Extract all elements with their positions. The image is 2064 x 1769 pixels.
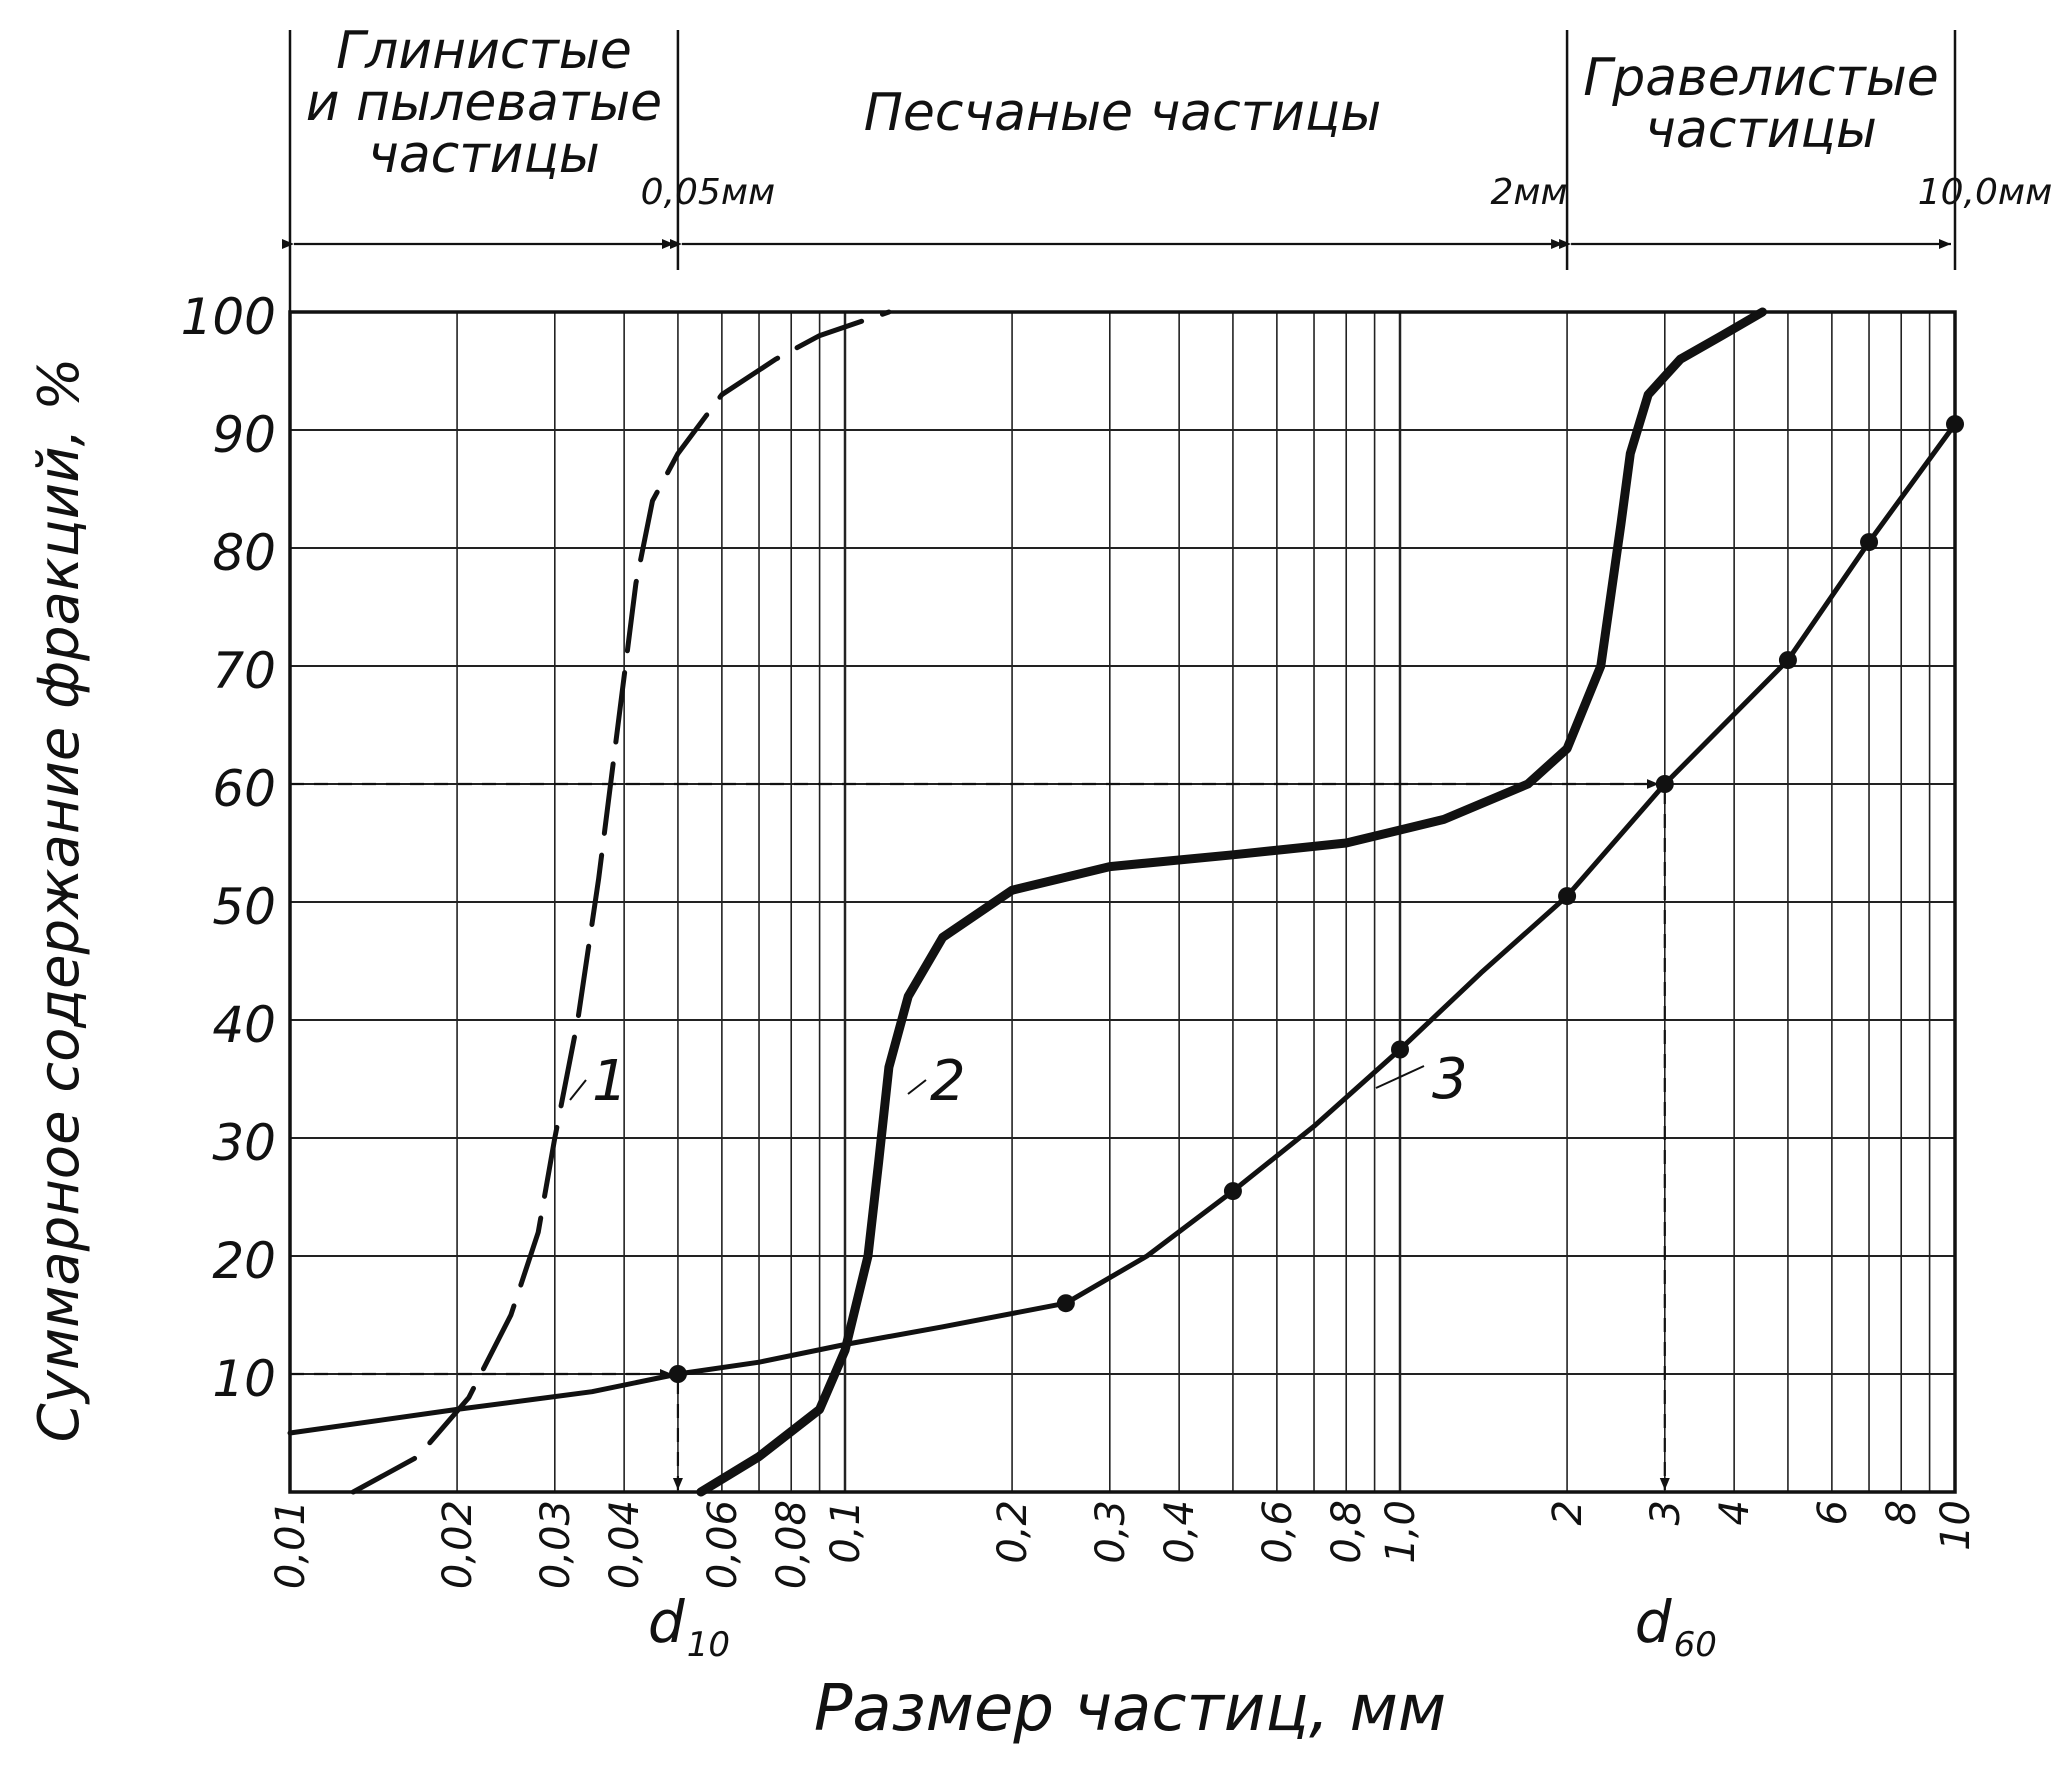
zone-label-line: частицы xyxy=(1645,100,1877,160)
x-tick-label: 8 xyxy=(1879,1500,1925,1525)
data-point xyxy=(668,1365,687,1383)
x-tick-label: 6 xyxy=(1810,1500,1856,1525)
zone-label-line: и пылеватые xyxy=(306,73,662,133)
y-tick-label: 70 xyxy=(212,642,276,700)
y-tick-label: 40 xyxy=(212,996,276,1054)
series-label-2: 2 xyxy=(930,1049,966,1114)
chart-axes: 10 20 30 40 50 60 70 80 90 100 0,01 0,02 0,03 0,04 0,0… xyxy=(181,288,1979,1589)
zone-label-line: Гравелистые xyxy=(1583,48,1938,108)
series-curve-3 xyxy=(287,421,1958,1436)
chart-series: d10 d60 1 2 3 xyxy=(287,307,1964,1665)
y-tick-label: 30 xyxy=(212,1114,276,1172)
x-tick-label: 0,08 xyxy=(769,1500,815,1589)
chart-grid xyxy=(288,310,1957,1494)
x-tick-label: 0,04 xyxy=(602,1500,648,1589)
x-tick-label: 2 xyxy=(1545,1500,1591,1525)
y-tick-label: 90 xyxy=(212,406,276,464)
reference-label-sub: 60 xyxy=(1674,1625,1717,1665)
reference-label: d10 xyxy=(648,1588,730,1665)
x-tick-label: 0,02 xyxy=(435,1500,481,1589)
series-curve-2 xyxy=(696,307,1767,1497)
zone-bound-label: 0,05мм xyxy=(641,172,775,213)
y-axis-label: Суммарное содержание фракций, % xyxy=(27,358,92,1443)
zone-bound-label: 2мм xyxy=(1490,172,1567,213)
zone-label-line: Глинистые xyxy=(336,21,632,81)
x-tick-label: 0,06 xyxy=(700,1500,746,1589)
x-tick-label: 0,4 xyxy=(1157,1500,1203,1564)
zone-label-line: частицы xyxy=(368,125,600,185)
x-axis-label: Размер частиц, мм xyxy=(814,1672,1446,1746)
series-leader-1 xyxy=(569,1079,587,1101)
reference-line-10: d10 xyxy=(290,1369,730,1665)
data-point xyxy=(1655,775,1674,793)
series-label-3: 3 xyxy=(1432,1047,1468,1112)
zone-label: Глинистые и пылеватые частицы xyxy=(306,21,662,185)
reference-label: d60 xyxy=(1635,1588,1717,1665)
data-point xyxy=(1223,1182,1242,1201)
x-tick-label: 4 xyxy=(1712,1500,1758,1525)
y-tick-label: 10 xyxy=(212,1350,276,1408)
reference-label-sub: 10 xyxy=(687,1625,730,1665)
series-curve-1 xyxy=(350,309,892,1495)
data-point xyxy=(1778,651,1797,670)
series-label-1: 1 xyxy=(592,1049,628,1114)
zone-label-line: Песчаные частицы xyxy=(864,83,1382,143)
x-tick-label: 3 xyxy=(1643,1500,1689,1525)
x-tick-label: 0,8 xyxy=(1324,1500,1370,1564)
data-point xyxy=(1860,533,1879,552)
x-tick-label: 10 xyxy=(1933,1500,1979,1551)
y-tick-label: 80 xyxy=(212,524,276,582)
y-tick-label: 60 xyxy=(212,760,276,818)
x-tick-label: 0,1 xyxy=(823,1500,869,1564)
x-tick-label: 1,0 xyxy=(1378,1500,1424,1564)
x-tick-label: 0,01 xyxy=(268,1500,314,1589)
zone-label: Гравелистые частицы xyxy=(1583,48,1938,160)
data-point xyxy=(1558,887,1577,906)
x-tick-label: 0,03 xyxy=(533,1500,579,1589)
series-leader-3 xyxy=(1375,1065,1425,1089)
series-leader-2 xyxy=(907,1079,927,1095)
y-tick-label: 20 xyxy=(212,1232,276,1290)
y-tick-label: 100 xyxy=(181,288,276,346)
data-point xyxy=(1056,1294,1075,1313)
zone-label: Песчаные частицы xyxy=(864,83,1382,143)
x-tick-label: 0,2 xyxy=(990,1500,1036,1564)
x-tick-label: 0,3 xyxy=(1088,1500,1134,1564)
zone-bound-label: 10,0мм xyxy=(1918,172,2052,213)
data-point xyxy=(1946,415,1964,434)
x-tick-label: 0,6 xyxy=(1255,1500,1301,1564)
data-point xyxy=(1391,1040,1409,1059)
plot-frame xyxy=(288,310,1957,1494)
y-tick-label: 50 xyxy=(212,878,276,936)
